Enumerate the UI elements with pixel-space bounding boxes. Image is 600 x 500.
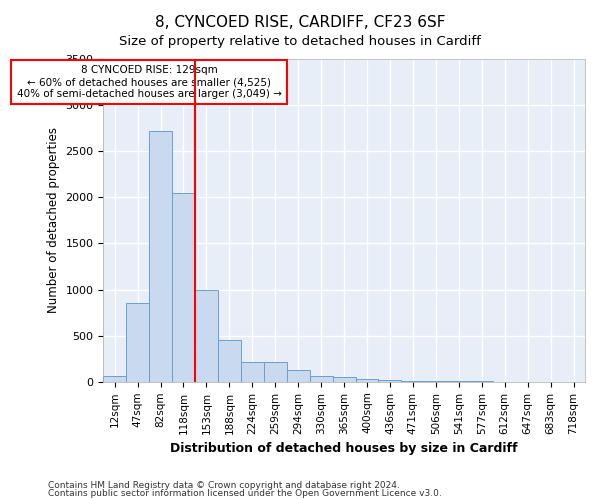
- Bar: [310, 376, 332, 382]
- Text: Size of property relative to detached houses in Cardiff: Size of property relative to detached ho…: [119, 35, 481, 48]
- Bar: [126, 304, 149, 382]
- Y-axis label: Number of detached properties: Number of detached properties: [47, 128, 60, 314]
- X-axis label: Distribution of detached houses by size in Cardiff: Distribution of detached houses by size …: [170, 442, 518, 455]
- Bar: [332, 377, 356, 382]
- Bar: [241, 362, 264, 382]
- Bar: [401, 381, 424, 382]
- Text: Contains public sector information licensed under the Open Government Licence v3: Contains public sector information licen…: [48, 489, 442, 498]
- Bar: [195, 290, 218, 382]
- Bar: [287, 370, 310, 382]
- Bar: [356, 379, 379, 382]
- Bar: [379, 380, 401, 382]
- Bar: [149, 131, 172, 382]
- Bar: [218, 340, 241, 382]
- Bar: [103, 376, 126, 382]
- Text: 8 CYNCOED RISE: 129sqm
← 60% of detached houses are smaller (4,525)
40% of semi-: 8 CYNCOED RISE: 129sqm ← 60% of detached…: [17, 66, 281, 98]
- Bar: [172, 192, 195, 382]
- Bar: [264, 362, 287, 382]
- Text: 8, CYNCOED RISE, CARDIFF, CF23 6SF: 8, CYNCOED RISE, CARDIFF, CF23 6SF: [155, 15, 445, 30]
- Text: Contains HM Land Registry data © Crown copyright and database right 2024.: Contains HM Land Registry data © Crown c…: [48, 480, 400, 490]
